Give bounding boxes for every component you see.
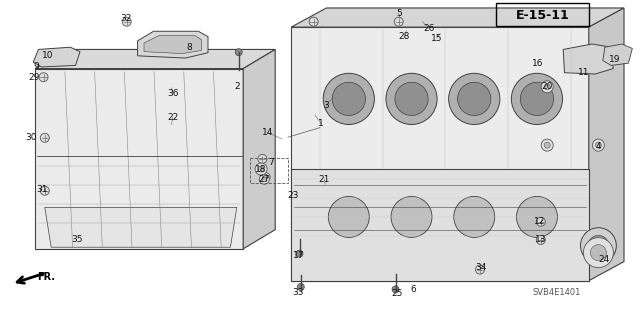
Circle shape (449, 73, 500, 124)
Circle shape (296, 250, 303, 257)
Circle shape (458, 82, 491, 115)
Circle shape (544, 142, 550, 148)
Text: 17: 17 (292, 251, 304, 260)
Text: 29: 29 (28, 73, 40, 82)
Text: 6: 6 (410, 285, 415, 294)
Polygon shape (138, 31, 208, 58)
Text: 28: 28 (399, 32, 410, 41)
Text: 30: 30 (25, 133, 36, 142)
Bar (496, 3, 589, 26)
Circle shape (536, 217, 545, 226)
Circle shape (394, 17, 403, 26)
Text: 32: 32 (120, 14, 132, 23)
Circle shape (332, 82, 365, 115)
Text: 23: 23 (287, 191, 299, 200)
Text: 36: 36 (167, 89, 179, 98)
Circle shape (541, 81, 553, 93)
Circle shape (392, 286, 399, 293)
Circle shape (520, 82, 554, 115)
Polygon shape (291, 8, 624, 27)
Polygon shape (144, 36, 202, 54)
Text: 16: 16 (532, 59, 543, 68)
Circle shape (516, 197, 557, 237)
Circle shape (591, 245, 607, 261)
Polygon shape (589, 8, 624, 281)
Text: 5: 5 (396, 9, 401, 18)
Circle shape (298, 284, 304, 291)
Circle shape (588, 235, 609, 256)
Polygon shape (35, 69, 243, 249)
Polygon shape (603, 44, 632, 65)
Text: 7: 7 (268, 158, 273, 167)
Circle shape (40, 133, 49, 142)
Circle shape (593, 139, 604, 151)
Circle shape (309, 17, 318, 26)
Circle shape (580, 228, 616, 263)
Text: 13: 13 (535, 235, 547, 244)
Circle shape (595, 142, 602, 148)
Text: 3: 3 (324, 101, 329, 110)
Circle shape (259, 174, 269, 184)
Text: 8: 8 (187, 43, 192, 52)
Text: 34: 34 (476, 263, 487, 272)
Text: 31: 31 (36, 185, 47, 194)
Circle shape (236, 49, 242, 56)
Polygon shape (563, 44, 613, 74)
Bar (250, 158, 288, 183)
Text: 35: 35 (71, 235, 83, 244)
Text: E-15-11: E-15-11 (516, 10, 570, 22)
Text: 24: 24 (598, 256, 610, 264)
Text: SVB4E1401: SVB4E1401 (532, 288, 581, 297)
Circle shape (40, 186, 49, 195)
Text: 25: 25 (391, 289, 403, 298)
Polygon shape (291, 27, 589, 281)
Text: 26: 26 (423, 24, 435, 33)
Circle shape (544, 84, 550, 90)
Text: 27: 27 (259, 175, 270, 184)
Circle shape (386, 73, 437, 124)
Text: 2: 2 (234, 82, 239, 91)
Circle shape (536, 235, 545, 244)
Polygon shape (45, 207, 237, 247)
Circle shape (511, 73, 563, 124)
Circle shape (258, 166, 264, 172)
Text: 20: 20 (541, 82, 553, 91)
Text: 1: 1 (319, 119, 324, 128)
Polygon shape (35, 49, 275, 69)
Circle shape (454, 197, 495, 237)
Text: 9: 9 (33, 63, 38, 71)
Text: 22: 22 (167, 113, 179, 122)
Circle shape (328, 197, 369, 237)
Text: 11: 11 (578, 68, 589, 77)
Circle shape (262, 177, 267, 182)
Text: 12: 12 (534, 217, 545, 226)
Text: FR.: FR. (37, 272, 55, 282)
Text: 15: 15 (431, 34, 442, 43)
Text: 19: 19 (609, 55, 620, 63)
Polygon shape (291, 169, 589, 281)
Circle shape (391, 197, 432, 237)
Text: 4: 4 (596, 142, 601, 151)
Circle shape (122, 17, 131, 26)
Text: 18: 18 (255, 165, 267, 174)
Circle shape (261, 173, 270, 182)
Polygon shape (243, 49, 275, 249)
Circle shape (258, 154, 267, 163)
Circle shape (476, 265, 484, 274)
Polygon shape (33, 47, 80, 67)
Text: 14: 14 (262, 128, 273, 137)
Circle shape (323, 73, 374, 124)
Circle shape (255, 163, 267, 175)
Circle shape (584, 238, 613, 268)
Text: 10: 10 (42, 51, 54, 60)
Circle shape (541, 139, 553, 151)
Circle shape (39, 73, 48, 82)
Circle shape (395, 82, 428, 115)
Text: 33: 33 (292, 288, 304, 297)
Text: 21: 21 (319, 175, 330, 184)
